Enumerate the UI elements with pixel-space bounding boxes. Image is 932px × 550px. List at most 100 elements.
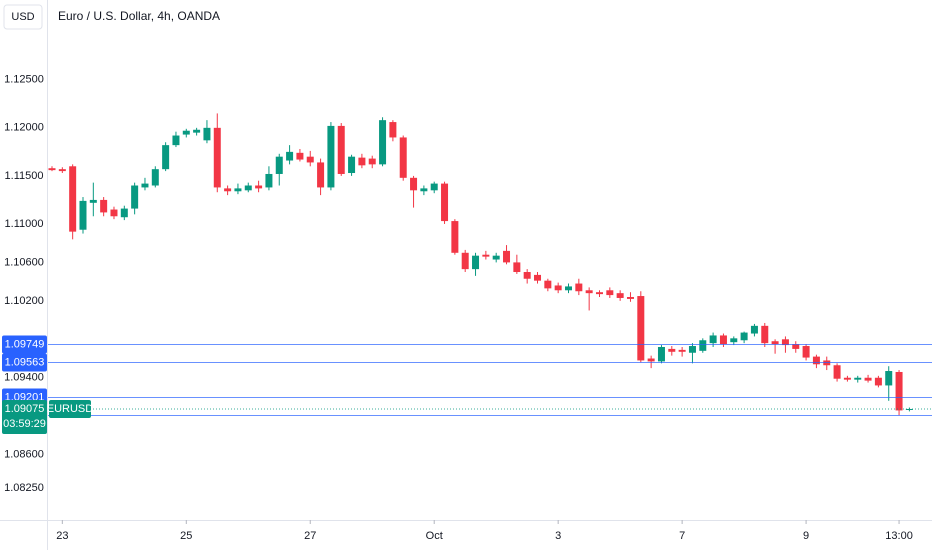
candle-body — [503, 250, 511, 263]
price-line-tag — [2, 335, 47, 354]
candle-body — [182, 130, 190, 135]
candle-body — [895, 371, 903, 411]
candle-body — [193, 129, 201, 133]
x-tick-label: 13:00 — [885, 530, 913, 542]
x-tick-label: 25 — [180, 530, 192, 542]
candle-body — [719, 335, 727, 345]
candle-body — [781, 339, 789, 346]
currency-button[interactable] — [3, 4, 43, 30]
x-tick-label: 9 — [803, 530, 809, 542]
candle-body — [730, 338, 738, 343]
symbol-tag — [49, 399, 91, 418]
candle-body — [678, 349, 686, 352]
candle-body — [492, 255, 500, 260]
plot-area — [48, 113, 932, 416]
y-tick-label: 1.10200 — [4, 295, 44, 307]
candle-body — [792, 344, 800, 349]
candle-body — [699, 340, 707, 351]
y-tick-label: 1.09400 — [4, 372, 44, 384]
currency[interactable]: USD — [11, 11, 34, 23]
countdown: 03:59:29 — [3, 418, 46, 430]
candle-body — [854, 377, 862, 380]
candle-body — [296, 152, 304, 160]
candle-body — [358, 157, 366, 166]
candle-body — [213, 127, 221, 188]
last-price-tag — [2, 399, 47, 434]
candle-body — [441, 183, 449, 222]
candle-body — [554, 285, 562, 291]
candle-body — [482, 254, 490, 257]
candle-body — [750, 325, 758, 334]
candle-body — [58, 169, 66, 172]
x-tick-label: 23 — [56, 530, 68, 542]
candle-body — [224, 188, 232, 192]
candle-body — [802, 346, 810, 358]
candle-body — [657, 346, 665, 362]
y-tick-label: 1.11000 — [5, 218, 44, 230]
candle-body — [606, 290, 614, 296]
candle-body — [100, 199, 108, 213]
candle-body — [472, 255, 480, 270]
candle-body — [523, 272, 531, 279]
x-tick-label: 7 — [679, 530, 685, 542]
price-line-tag — [2, 353, 47, 372]
candle-body — [410, 177, 418, 191]
candle-body — [709, 335, 717, 344]
x-tick-label: Oct — [426, 530, 443, 542]
candle-body — [575, 283, 583, 292]
candle-body — [203, 127, 211, 141]
candle-body — [585, 290, 593, 294]
candle-body — [379, 120, 387, 165]
price-line-label: 1.09563 — [5, 356, 45, 368]
candle-body — [317, 162, 325, 188]
x-tick-label: 27 — [304, 530, 316, 542]
candle-body — [306, 156, 314, 163]
candle-body — [637, 296, 645, 361]
candle-body — [843, 377, 851, 380]
candle-body — [647, 358, 655, 362]
candle-body — [874, 377, 882, 386]
candle-body — [79, 200, 87, 230]
candle-body — [162, 145, 170, 170]
candle-body — [389, 122, 397, 138]
candle-body — [286, 151, 294, 161]
candle-body — [595, 292, 603, 295]
candle-body — [255, 185, 263, 189]
candle-body — [771, 341, 779, 345]
candle-body — [337, 125, 345, 174]
y-tick-label: 1.10600 — [4, 256, 44, 268]
candle-body — [864, 377, 872, 381]
candle-body — [275, 156, 283, 174]
candle-body — [740, 332, 748, 341]
candle-body — [141, 183, 149, 188]
candle-body — [234, 188, 242, 192]
y-tick-label: 1.08250 — [4, 482, 44, 494]
candle-body — [244, 185, 252, 191]
y-tick-label: 1.11500 — [5, 170, 44, 182]
candle-body — [885, 371, 893, 386]
candle-body — [399, 137, 407, 178]
candle-body — [565, 286, 572, 291]
candle-body — [461, 252, 469, 270]
y-tick-label: 1.12000 — [4, 122, 44, 134]
candle-body — [513, 262, 521, 273]
candle-body — [172, 135, 180, 146]
candle-body — [420, 188, 428, 192]
candle-body — [451, 221, 459, 253]
candle-body — [668, 348, 676, 352]
candle-body — [833, 365, 841, 379]
candle-body — [688, 346, 696, 353]
candle-body — [430, 183, 438, 191]
candle-body — [69, 166, 77, 232]
candle-body — [626, 297, 634, 299]
y-tick-label: 1.12500 — [4, 74, 44, 86]
candle-body — [120, 208, 128, 218]
candle-body — [812, 356, 820, 365]
candle-body — [110, 209, 118, 217]
candle-body — [368, 158, 376, 165]
price-line-label: 1.09749 — [5, 338, 45, 350]
candle-body — [327, 125, 335, 188]
y-tick-label: 1.08600 — [4, 449, 44, 461]
